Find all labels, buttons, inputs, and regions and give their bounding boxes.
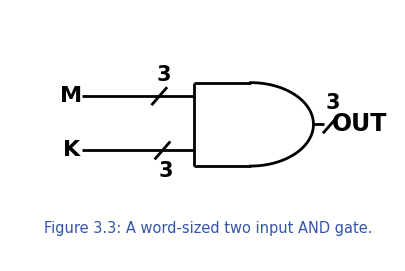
Text: 3: 3 [158, 161, 173, 181]
Text: 3: 3 [156, 65, 171, 85]
Text: 3: 3 [324, 93, 339, 114]
Text: K: K [62, 140, 79, 160]
Text: M: M [60, 86, 82, 106]
Text: Figure 3.3: A word-sized two input AND gate.: Figure 3.3: A word-sized two input AND g… [44, 221, 371, 236]
Text: OUT: OUT [332, 112, 387, 136]
